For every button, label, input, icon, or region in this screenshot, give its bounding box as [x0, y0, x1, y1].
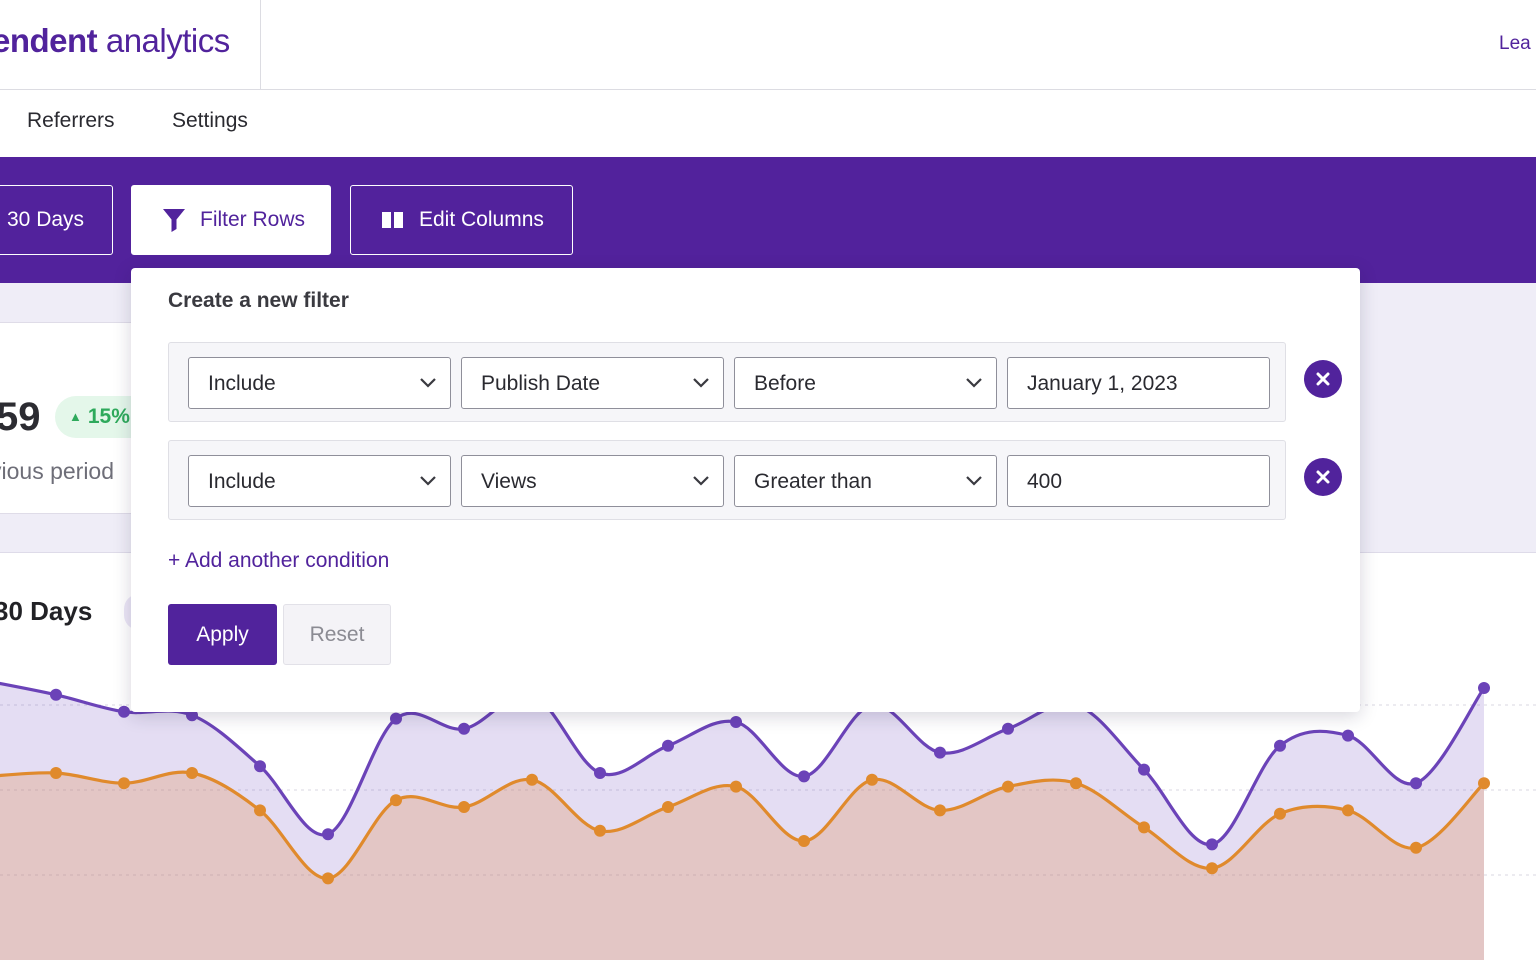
chart-title: 30 Days	[0, 596, 93, 626]
data-point[interactable]	[50, 688, 62, 701]
data-point[interactable]	[254, 760, 266, 773]
edit-columns-label: Edit Columns	[419, 208, 544, 231]
data-point[interactable]	[390, 794, 402, 807]
data-point[interactable]	[798, 770, 810, 783]
data-point[interactable]	[1070, 777, 1082, 790]
close-icon	[1316, 372, 1330, 386]
data-point[interactable]	[662, 801, 674, 813]
data-point[interactable]	[594, 824, 606, 837]
filter-rows-label: Filter Rows	[200, 208, 306, 231]
series-area	[0, 772, 1484, 960]
condition-operator-value: Greater than	[754, 470, 872, 493]
arrow-up-icon: ▲	[69, 409, 82, 424]
brand-logo[interactable]: endent analytics	[0, 22, 230, 60]
data-point[interactable]	[594, 767, 606, 779]
remove-condition-button[interactable]	[1304, 458, 1342, 496]
data-point[interactable]	[934, 746, 946, 759]
data-point[interactable]	[526, 773, 538, 786]
stat-change-value: 15%	[87, 405, 130, 428]
report-toolbar: 30 Days Filter Rows Edit Columns	[0, 157, 1536, 283]
data-point[interactable]	[1274, 739, 1286, 752]
data-point[interactable]	[322, 828, 334, 841]
data-point[interactable]	[118, 705, 130, 718]
condition-field-value: Publish Date	[481, 372, 601, 395]
data-point[interactable]	[458, 801, 470, 813]
top-right-link[interactable]: Lea	[1499, 33, 1531, 54]
data-point[interactable]	[730, 780, 742, 793]
data-point[interactable]	[186, 767, 198, 779]
date-range-button[interactable]: 30 Days	[0, 185, 113, 255]
traffic-chart	[0, 681, 1536, 960]
data-point[interactable]	[1478, 682, 1490, 694]
condition-mode-select[interactable]: Include	[188, 455, 451, 507]
chart-series	[0, 681, 1490, 960]
data-point[interactable]	[1342, 804, 1354, 817]
condition-value-input[interactable]: January 1, 2023	[1007, 357, 1270, 409]
condition-mode-value: Include	[208, 372, 276, 395]
brand-light: analytics	[97, 22, 230, 59]
filter-popover: Create a new filter Include Publish Date…	[131, 268, 1360, 712]
data-point[interactable]	[798, 835, 810, 847]
data-point[interactable]	[866, 773, 878, 786]
data-point[interactable]	[322, 872, 334, 885]
data-point[interactable]	[458, 722, 470, 735]
data-point[interactable]	[730, 716, 742, 728]
condition-operator-value: Before	[754, 372, 816, 395]
chevron-down-icon	[693, 476, 709, 486]
series-area	[0, 683, 1484, 960]
chevron-down-icon	[420, 476, 436, 486]
remove-condition-button[interactable]	[1304, 360, 1342, 398]
main-nav: Referrers Settings	[0, 91, 1536, 157]
data-point[interactable]	[1206, 838, 1218, 851]
chevron-down-icon	[693, 378, 709, 388]
chevron-down-icon	[966, 476, 982, 486]
filter-condition-row: Include Publish Date Before January 1, 2…	[168, 342, 1286, 422]
condition-field-value: Views	[481, 470, 537, 493]
date-range-label: 30 Days	[7, 208, 85, 231]
condition-value-input[interactable]: 400	[1007, 455, 1270, 507]
nav-item-referrers[interactable]: Referrers	[27, 109, 115, 132]
nav-item-settings[interactable]: Settings	[172, 109, 248, 132]
header-divider	[260, 0, 261, 90]
condition-operator-select[interactable]: Before	[734, 357, 997, 409]
data-point[interactable]	[1002, 722, 1014, 735]
add-condition-link[interactable]: + Add another condition	[168, 549, 390, 572]
condition-operator-select[interactable]: Greater than	[734, 455, 997, 507]
stat-caption: vious period	[0, 458, 115, 484]
chevron-down-icon	[420, 378, 436, 388]
data-point[interactable]	[662, 739, 674, 752]
data-point[interactable]	[390, 712, 402, 725]
condition-mode-value: Include	[208, 470, 276, 493]
filter-popover-title: Create a new filter	[168, 289, 349, 312]
data-point[interactable]	[118, 777, 130, 790]
stat-value: 59	[0, 395, 41, 439]
data-point[interactable]	[1002, 780, 1014, 793]
data-point[interactable]	[1342, 729, 1354, 742]
data-point[interactable]	[1410, 777, 1422, 790]
data-point[interactable]	[1274, 807, 1286, 820]
filter-condition-row: Include Views Greater than 400	[168, 440, 1286, 520]
top-header: endent analytics Lea	[0, 0, 1536, 90]
condition-field-select[interactable]: Publish Date	[461, 357, 724, 409]
brand-bold: endent	[0, 22, 98, 59]
close-icon	[1316, 470, 1330, 484]
condition-mode-select[interactable]: Include	[188, 357, 451, 409]
data-point[interactable]	[1138, 821, 1150, 834]
data-point[interactable]	[1206, 862, 1218, 875]
data-point[interactable]	[254, 804, 266, 817]
data-point[interactable]	[934, 804, 946, 817]
columns-icon	[381, 210, 405, 230]
reset-button[interactable]: Reset	[283, 604, 391, 665]
condition-field-select[interactable]: Views	[461, 455, 724, 507]
data-point[interactable]	[1138, 763, 1150, 776]
data-point[interactable]	[50, 767, 62, 779]
funnel-icon	[162, 207, 186, 233]
data-point[interactable]	[186, 709, 198, 722]
data-point[interactable]	[1410, 841, 1422, 854]
edit-columns-button[interactable]: Edit Columns	[350, 185, 573, 255]
apply-button[interactable]: Apply	[168, 604, 277, 665]
data-point[interactable]	[1478, 777, 1490, 790]
chevron-down-icon	[966, 378, 982, 388]
filter-rows-button[interactable]: Filter Rows	[131, 185, 331, 255]
